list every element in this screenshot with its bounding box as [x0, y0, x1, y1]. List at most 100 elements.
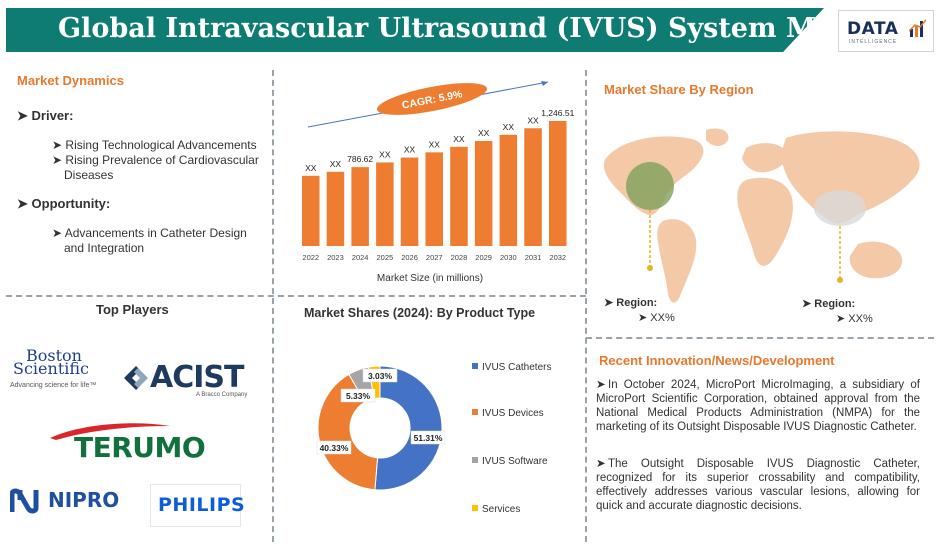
x-tick-label: 2031 — [525, 253, 542, 262]
divider-right — [585, 70, 587, 542]
terumo-logo: TERUMO — [50, 422, 206, 464]
terumo-swoosh-icon — [50, 423, 170, 440]
region-1-label: ➤ Region: — [604, 297, 658, 309]
bar-data-label: XX — [404, 145, 416, 155]
region-pointer-dot-2 — [837, 277, 843, 283]
region-2-label-text: Region: — [814, 298, 856, 310]
bar-chart-icon — [909, 19, 927, 37]
donut-data-label-box — [362, 368, 398, 383]
header-band — [6, 8, 824, 52]
bar-data-label: XX — [503, 122, 515, 132]
driver-label-text: Driver: — [31, 108, 74, 123]
boston-scientific-logo: Boston Scientific Advancing science for … — [10, 348, 110, 394]
legend-item: IVUS Catheters — [472, 362, 551, 373]
bar-2024 — [351, 167, 369, 246]
donut-data-label: 51.31% — [414, 433, 443, 443]
legend-label: Services — [482, 504, 521, 515]
nipro-mark-icon — [10, 488, 39, 514]
bar-data-label: XX — [527, 115, 539, 125]
cagr-arrowhead — [541, 81, 548, 86]
news-item-2: ➤ The Outsight Disposable IVUS Diagnosti… — [596, 457, 920, 513]
market-size-bar-chart: CAGR: 5.9% XX2022XX2023786.622024XX2025X… — [302, 81, 575, 284]
driver-text: Rising Prevalence of Cardiovascular — [65, 153, 259, 167]
bar-2023 — [326, 171, 345, 246]
logo-subtext: INTELLIGENCE — [849, 39, 898, 45]
top-players-title: Top Players — [96, 302, 169, 317]
news-item-2-text: The Outsight Disposable IVUS Diagnostic … — [596, 458, 920, 512]
x-tick-label: 2030 — [500, 253, 517, 262]
donut-slice-ivus-devices — [317, 373, 379, 491]
divider-right-row — [586, 337, 934, 339]
opportunity-item-1: ➤ Advancements in Catheter Design — [52, 226, 247, 241]
market-size-xlabel: Market Size (in millions) — [377, 273, 483, 284]
x-tick-label: 2024 — [352, 253, 369, 262]
donut-data-label: 3.03% — [368, 371, 393, 381]
donut-data-label-box — [410, 430, 446, 445]
legend-label: IVUS Devices — [482, 408, 544, 419]
market-dynamics-title: Market Dynamics — [17, 73, 124, 88]
donut-data-label: 40.33% — [320, 443, 349, 453]
legend-label: IVUS Catheters — [482, 362, 552, 373]
boston-logo-line2: Scientific — [13, 359, 89, 378]
news-item-1-text: In October 2024, MicroPort MicroImaging,… — [596, 379, 920, 433]
opportunity-text: Advancements in Catheter Design — [64, 226, 247, 240]
cagr-badge — [376, 83, 488, 115]
legend-item: Services — [472, 504, 520, 515]
news-item-1: ➤ In October 2024, MicroPort MicroImagin… — [596, 378, 920, 434]
x-tick-label: 2025 — [377, 253, 394, 262]
world-map — [603, 128, 920, 303]
arrow-icon: ➤ — [52, 138, 63, 152]
arrow-icon: ➤ — [52, 226, 63, 240]
donut-data-label-box — [340, 388, 376, 403]
x-tick-label: 2028 — [451, 253, 468, 262]
bar-data-label: XX — [379, 149, 391, 159]
region-highlight-asia — [814, 190, 866, 226]
x-tick-label: 2029 — [475, 253, 492, 262]
terumo-logo-text: TERUMO — [74, 431, 206, 464]
region-2-value-text: XX% — [848, 313, 873, 325]
region-highlight-north-america — [626, 162, 674, 210]
product-type-donut-chart: 51.31% 40.33% 5.33% 3.03% — [316, 365, 446, 491]
driver-text: Rising Technological Advancements — [65, 138, 257, 152]
bar-data-label: XX — [478, 128, 490, 138]
bar-data-label: 1,246.51 — [541, 108, 574, 118]
bar-2032 — [549, 121, 567, 246]
bar-2030 — [499, 134, 518, 246]
boston-logo-line1: Boston — [26, 346, 82, 365]
legend-item: IVUS Devices — [472, 408, 544, 419]
nipro-logo: NIPRO — [10, 486, 120, 516]
page-title: Global Intravascular Ultrasound (IVUS) S… — [58, 13, 896, 44]
x-tick-label: 2032 — [549, 253, 566, 262]
driver-item-1: ➤ Rising Technological Advancements — [52, 138, 257, 153]
boston-logo-tagline: Advancing science for life™ — [10, 382, 97, 389]
region-pointer-dot-1 — [647, 265, 653, 271]
bar-2029 — [474, 141, 493, 246]
legend-item: IVUS Software — [472, 456, 548, 467]
bar-2028 — [450, 146, 468, 246]
x-tick-label: 2026 — [401, 253, 418, 262]
opportunity-label: ➤ Opportunity: — [17, 196, 110, 212]
arrow-icon: ➤ — [17, 108, 28, 123]
map-australia — [849, 241, 903, 279]
region-2-label: ➤ Region: — [802, 298, 856, 310]
region-1-value: ➤ XX% — [638, 312, 675, 324]
donut-data-label-box — [316, 440, 352, 455]
donut-title: Market Shares (2024): By Product Type — [304, 306, 536, 320]
bar-data-label: XX — [330, 159, 342, 169]
legend-swatch — [472, 409, 478, 415]
map-greenland — [706, 128, 729, 146]
arrow-icon: ➤ — [17, 196, 28, 211]
legend-swatch — [472, 457, 478, 463]
map-asia — [781, 131, 920, 224]
acist-logo: ACIST A Bracco Company — [122, 360, 252, 402]
legend-swatch — [472, 363, 478, 369]
acist-logo-tagline: A Bracco Company — [196, 392, 248, 398]
region-1-label-text: Region: — [616, 297, 658, 309]
bar-data-label: 786.62 — [347, 154, 373, 164]
arrow-icon: ➤ — [596, 458, 606, 470]
philips-logo: PHILIPS — [150, 484, 245, 527]
bar-2031 — [524, 128, 542, 246]
bar-2026 — [400, 157, 419, 246]
bar-data-label: XX — [453, 134, 465, 144]
region-title: Market Share By Region — [604, 82, 754, 97]
